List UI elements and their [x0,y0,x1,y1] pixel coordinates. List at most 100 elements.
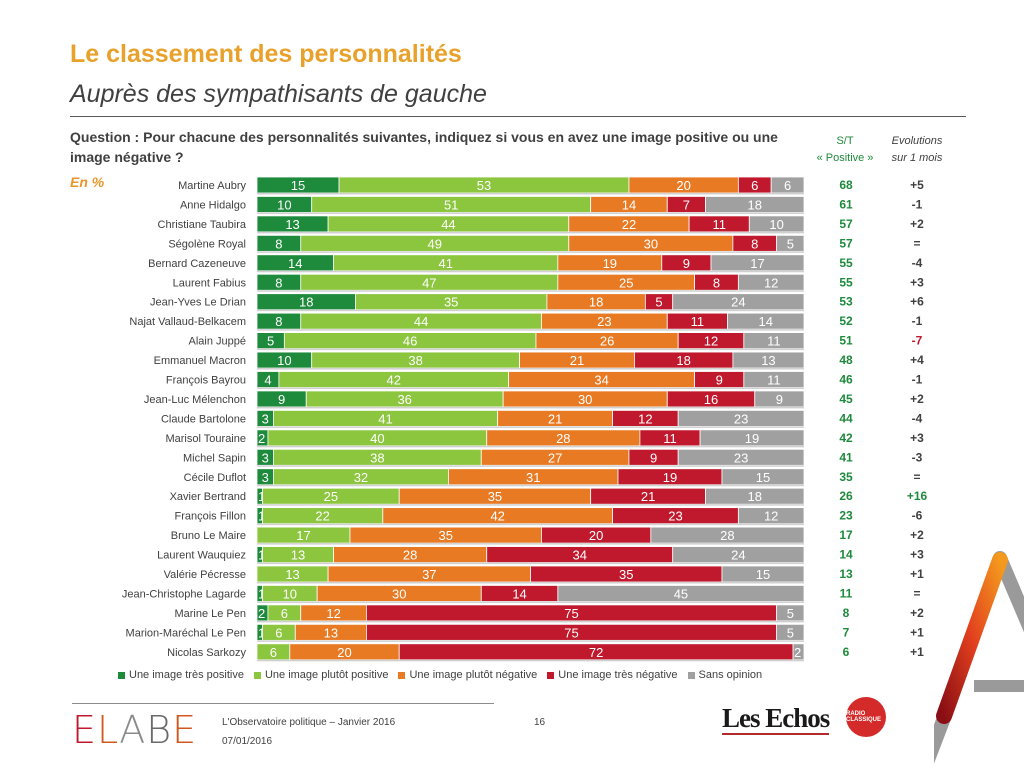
radio-classique-logo: RADIO CLASSIQUE [846,697,886,737]
bar-shadow [257,270,804,273]
evolution-value: -3 [912,450,923,464]
bar-shadow [257,368,804,370]
category-label: François Fillon [174,511,246,523]
bar-value-label: 15 [756,567,770,582]
st-positive-value: 44 [839,411,853,425]
legend-label: Une image très négative [558,669,678,681]
footer-divider [72,703,494,704]
bar-shadow [257,231,804,234]
bar-value-label: 14 [758,314,772,329]
bar-row: Ségolène Royal 8 49 30 8 5 57 = [168,234,921,253]
st-positive-value: 55 [839,275,853,289]
bar-value-label: 30 [644,236,658,251]
category-label: Laurent Wauquiez [157,550,246,562]
bar-value-label: 41 [438,256,452,271]
bar-shadow [257,601,804,603]
evolution-value: -1 [912,197,923,211]
elabe-logo-letter: A [119,708,147,752]
slide-title: Le classement des personnalités [70,40,462,68]
bar-value-label: 30 [578,392,592,407]
legend-label: Une image très positive [129,669,244,681]
bar-value-label: 8 [751,236,758,251]
bar-value-label: 11 [712,217,726,232]
category-label: Ségolène Royal [168,238,246,250]
bar-row: Marine Le Pen 2 6 12 75 5 8 +2 [174,604,924,623]
bar-value-label: 42 [490,509,504,524]
bar-row: Cécile Duflot 3 32 31 19 15 35 = [184,468,921,487]
bar-row: Jean-Luc Mélenchon 9 36 30 16 9 45 +2 [144,390,924,409]
category-label: Nicolas Sarkozy [167,647,246,659]
title-divider [70,116,966,117]
bar-value-label: 44 [441,217,455,232]
bar-value-label: 35 [488,489,502,504]
evolution-value: +5 [910,178,924,192]
legend-label: Une image plutôt négative [409,669,538,681]
legend-swatch [398,671,406,679]
bar-value-label: 4 [264,373,271,388]
st-positive-value: 26 [839,489,853,503]
bar-value-label: 9 [650,450,657,465]
evolution-value: +2 [910,606,924,620]
evolution-value: +6 [910,295,924,309]
st-positive-value: 68 [839,178,853,192]
bar-value-label: 20 [676,178,690,193]
bar-value-label: 30 [392,586,406,601]
category-label: Jean-Yves Le Drian [150,297,246,309]
evolution-value: -1 [912,314,923,328]
evolution-value: +2 [910,392,924,406]
bar-value-label: 35 [444,295,458,310]
legend-item-tres-positive: Une image très positive [118,669,244,681]
bar-value-label: 8 [713,275,720,290]
bar-value-label: 23 [734,411,748,426]
bar-value-label: 75 [564,606,578,621]
footer-source: L'Observatoire politique – Janvier 2016 … [222,713,395,751]
bar-value-label: 11 [691,314,705,329]
category-label: Marine Le Pen [174,608,246,620]
evolution-value: +3 [910,548,924,562]
bar-value-label: 27 [548,450,562,465]
bar-value-label: 11 [663,431,677,446]
elabe-logo-letter: E [72,708,98,752]
bar-value-label: 6 [270,645,277,660]
bar-value-label: 12 [764,509,778,524]
ev-header-line1: Evolutions [891,135,943,147]
evolution-value: -4 [912,411,923,425]
bar-value-label: 19 [745,431,759,446]
evolution-value: +2 [910,528,924,542]
page-number: 16 [534,717,546,728]
bar-shadow [257,348,804,351]
category-label: Bernard Cazeneuve [148,258,246,270]
bar-row: Jean-Christophe Lagarde 1 10 30 14 45 11 = [122,585,921,603]
bar-value-label: 14 [288,256,302,271]
evolution-value: = [913,236,920,250]
bar-shadow [257,582,804,584]
bar-shadow [257,640,804,642]
bar-row: Bernard Cazeneuve 14 41 19 9 17 55 -4 [148,254,923,273]
bar-value-label: 26 [600,334,614,349]
bar-value-label: 19 [663,470,677,485]
bar-value-label: 13 [285,567,299,582]
bar-value-label: 49 [428,236,442,251]
bar-row: Laurent Wauquiez 1 13 28 34 24 14 +3 [157,546,924,565]
bar-value-label: 8 [275,275,282,290]
bar-value-label: 6 [281,606,288,621]
bar-value-label: 2 [258,606,265,621]
category-label: Claude Bartolone [161,413,246,425]
st-positive-value: 53 [839,295,853,309]
bar-value-label: 6 [751,178,758,193]
evolution-value: +2 [910,217,924,231]
bar-value-label: 10 [769,217,783,232]
legend-item-sans-opinion: Sans opinion [687,669,763,681]
elabe-logo-letter: B [146,708,173,752]
bar-value-label: 8 [275,314,282,329]
legend-label: Sans opinion [698,669,763,681]
survey-question: Question : Pour chacune des personnalité… [70,129,778,165]
st-positive-value: 51 [839,334,853,348]
st-positive-value: 7 [843,625,850,639]
bar-value-label: 5 [267,334,274,349]
bar-value-label: 12 [704,334,718,349]
st-positive-value: 42 [839,431,853,445]
category-label: Jean-Luc Mélenchon [144,394,246,406]
bar-row: Christiane Taubira 13 44 22 11 10 57 +2 [158,215,924,234]
bar-value-label: 75 [564,625,578,640]
